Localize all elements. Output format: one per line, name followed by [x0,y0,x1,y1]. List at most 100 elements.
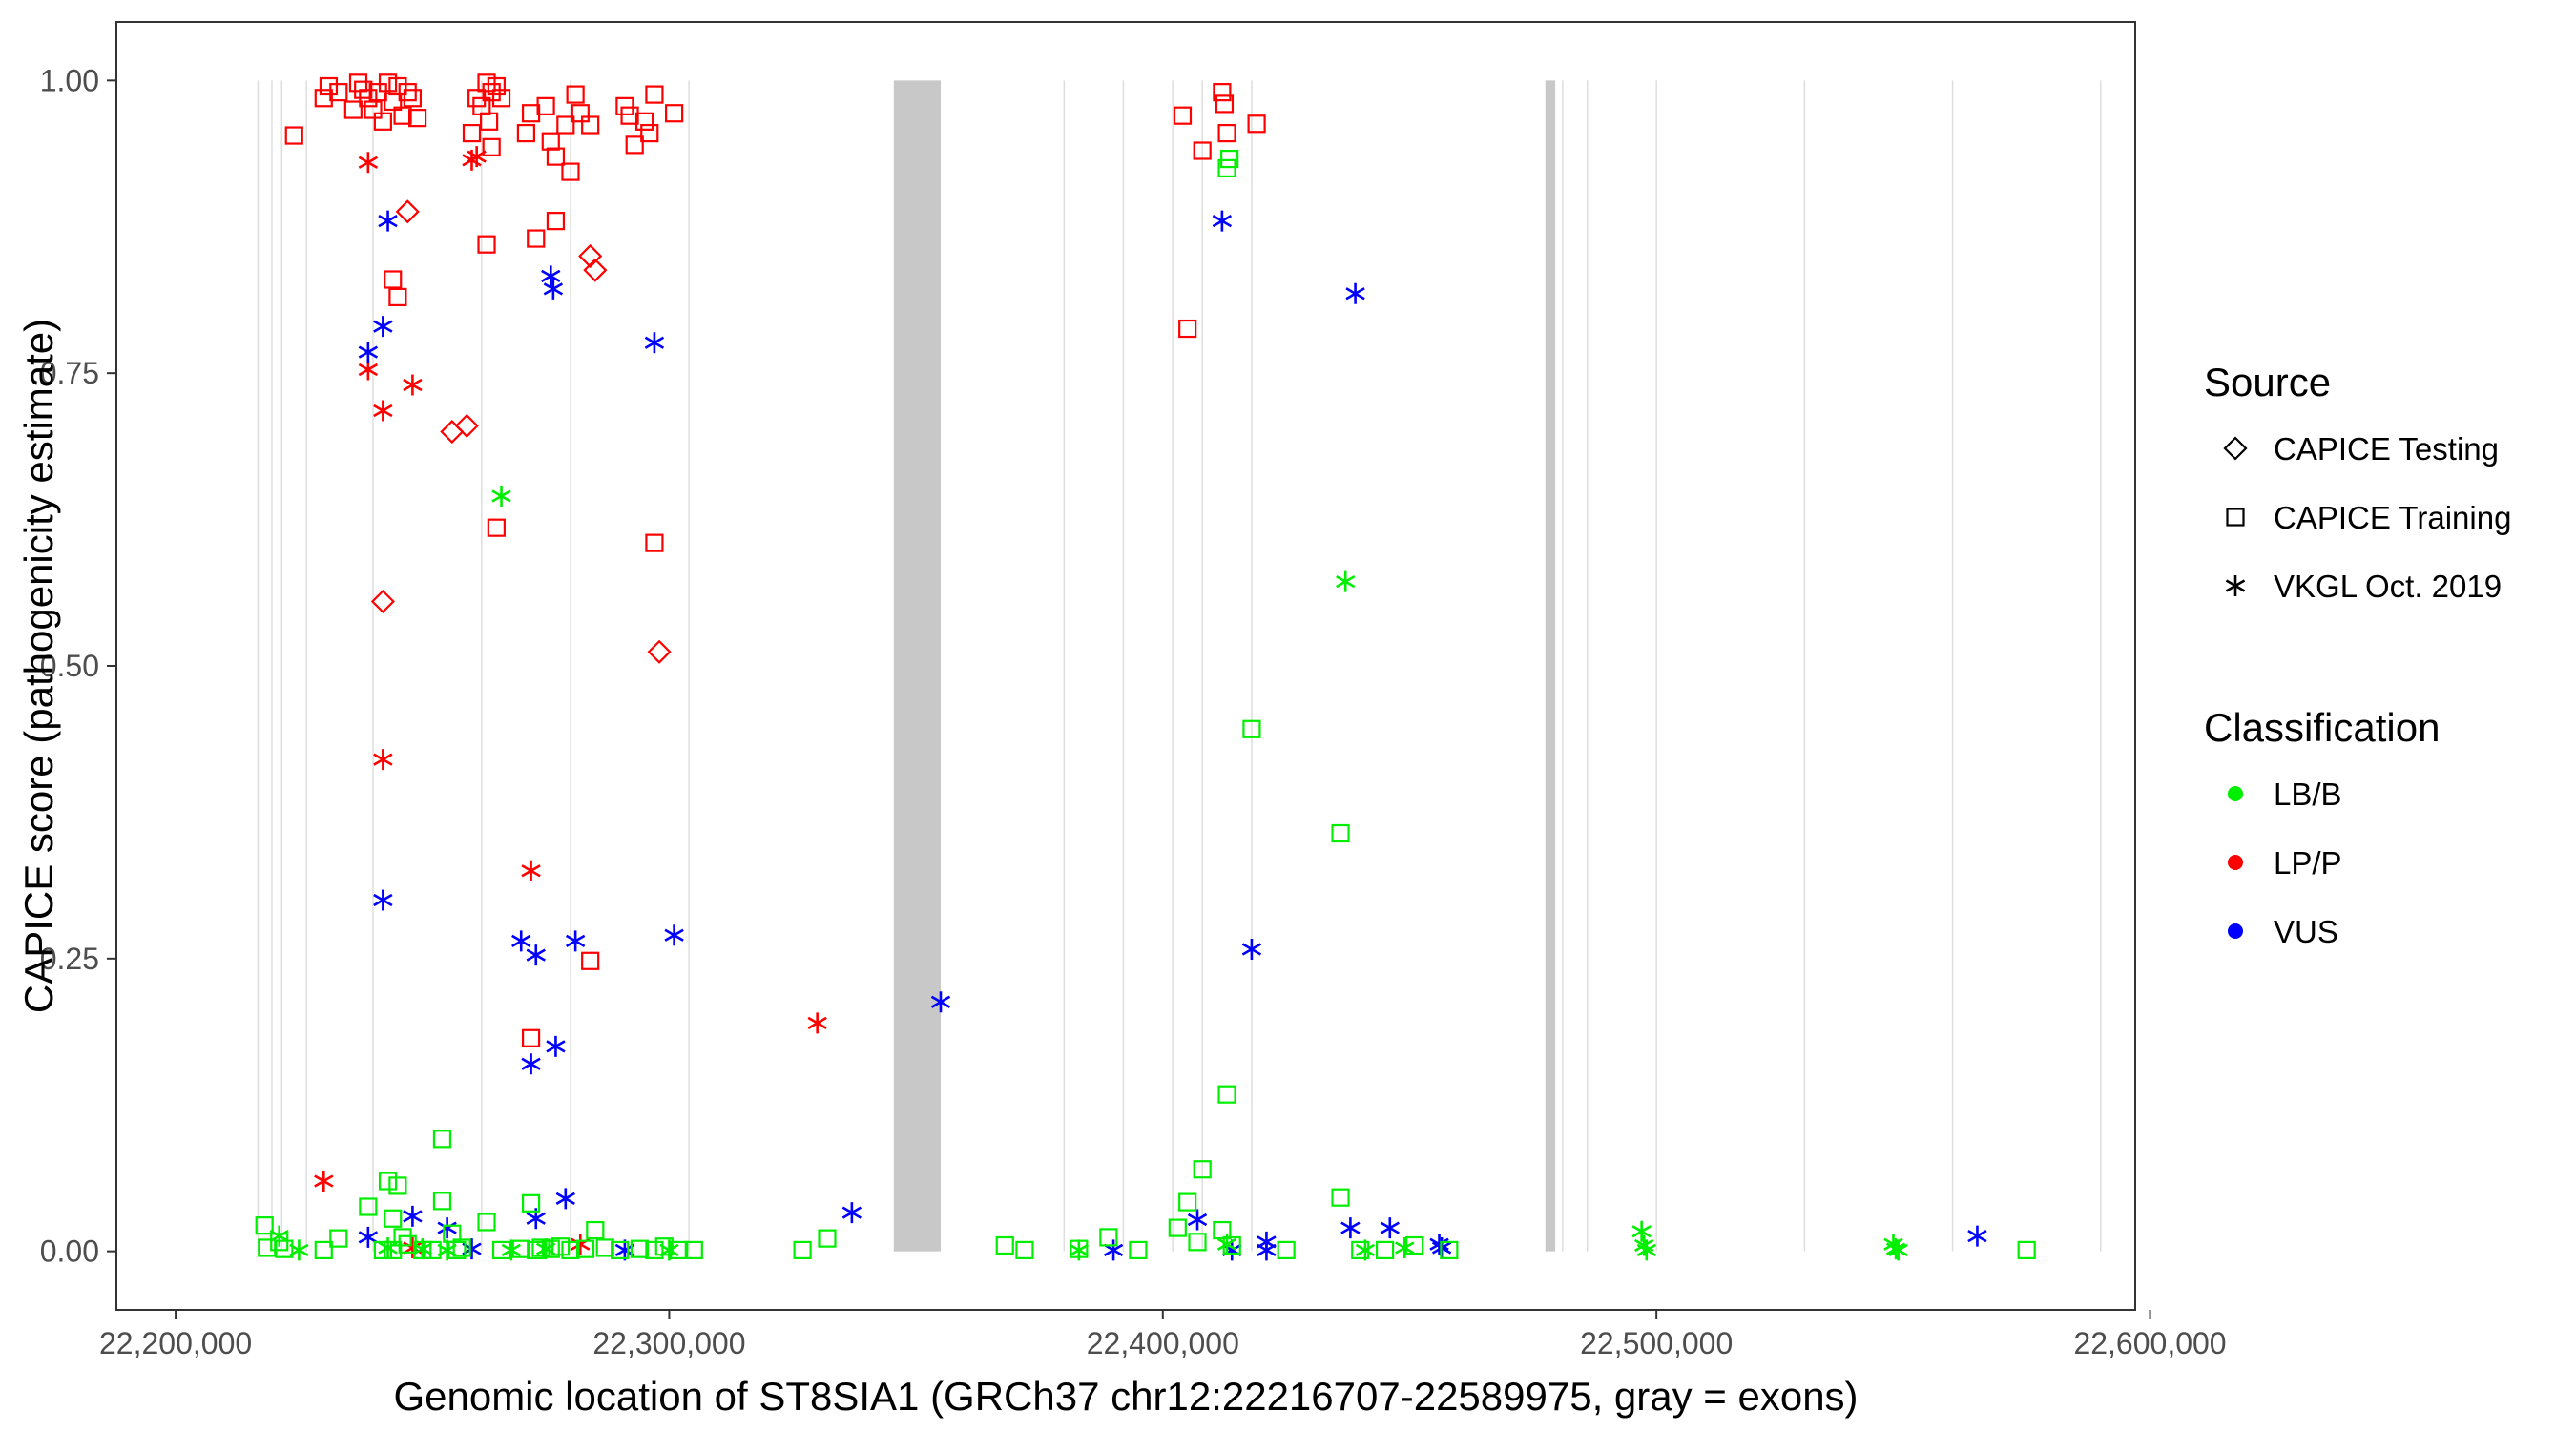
data-point-1-43 [665,104,684,123]
data-point-5-36 [654,1237,674,1256]
data-point-5-26 [531,1238,551,1257]
data-point-5-24 [521,1193,541,1213]
x-tick-label-4: 22,600,000 [2073,1326,2226,1360]
data-point-5-62 [1217,158,1236,178]
data-point-5-21 [477,1213,496,1232]
data-point-1-58 [1247,114,1266,134]
legend-key-square [2226,508,2245,527]
x-tick-label-2: 22,400,000 [1087,1326,1239,1360]
series-diamond-lpp [370,199,672,664]
data-point-1-16 [403,89,423,108]
data-point-2-5 [403,374,423,396]
data-point-5-39 [793,1240,812,1260]
data-point-1-15 [398,83,417,102]
data-point-1-41 [640,123,659,143]
data-point-1-45 [388,287,407,307]
legend-label-lpp: LP/P [2274,845,2342,881]
data-point-3-12 [664,924,684,946]
data-point-3-19 [841,1202,862,1224]
data-point-5-19 [447,1240,467,1260]
data-point-1-59 [1178,319,1197,339]
data-point-1-57 [1217,123,1236,143]
data-point-0-6 [647,639,672,664]
data-point-1-18 [462,123,482,143]
data-point-2-8 [807,1012,827,1034]
data-point-5-20 [452,1238,471,1257]
y-axis-title: CAPICE score (pathogenicity estimate) [16,319,61,1013]
data-point-1-39 [625,135,644,155]
data-point-5-5 [329,1229,348,1248]
data-point-2-9 [314,1171,334,1192]
data-point-1-7 [359,89,378,108]
data-point-1-26 [482,137,501,156]
legend-title-source: Source [2204,360,2331,404]
legend-label-asterisk: VKGL Oct. 2019 [2274,569,2502,604]
data-point-5-58 [1376,1240,1395,1260]
data-point-5-9 [384,1209,403,1228]
data-point-5-61 [2017,1240,2036,1260]
data-point-1-14 [393,106,412,125]
data-point-5-33 [611,1240,630,1260]
data-point-5-12 [398,1234,417,1254]
data-point-3-3 [644,332,665,354]
legend-source-entries: CAPICE Testing CAPICE Training VKGL Oct. 2… [2223,431,2511,604]
data-point-1-53 [1173,106,1193,125]
data-point-1-27 [516,123,536,143]
data-point-3-32 [1429,1234,1449,1255]
data-point-2-4 [373,400,393,422]
data-point-3-10 [526,944,546,966]
data-point-5-44 [1099,1228,1118,1247]
data-point-5-56 [1277,1240,1296,1260]
data-point-5-59 [1405,1235,1424,1255]
y-tick-label-0: 0.00 [40,1234,99,1269]
data-point-5-31 [586,1220,605,1240]
legend-key-vus [2228,923,2243,939]
data-point-1-4 [343,100,363,119]
data-point-3-34 [1967,1225,1987,1247]
data-point-3-1 [541,265,561,287]
data-point-3-30 [1340,1217,1361,1239]
data-point-2-7 [521,860,541,881]
data-point-3-29 [1257,1239,1277,1261]
data-point-1-49 [487,518,506,537]
data-point-1-17 [407,109,427,128]
x-axis-title: Genomic location of ST8SIA1 (GRCh37 chr1… [393,1374,1858,1419]
data-point-0-1 [578,243,603,269]
y-tick-label-3: 0.75 [40,356,99,390]
data-point-1-0 [284,126,303,145]
data-point-5-30 [575,1239,595,1258]
exon-band-1 [1545,80,1556,1252]
data-point-3-6 [1212,210,1233,232]
data-point-0-4 [454,413,479,438]
data-point-5-0 [255,1216,274,1235]
data-point-2-2 [467,146,487,168]
data-point-5-25 [527,1240,546,1260]
data-point-1-8 [364,100,383,119]
data-point-3-4 [373,316,393,338]
data-point-5-50 [1213,1220,1232,1240]
data-point-1-3 [329,83,348,102]
data-point-1-56 [1215,94,1235,114]
data-point-1-50 [645,533,664,552]
legend-label-lbb: LB/B [2274,777,2342,812]
legend-key-lpp [2228,855,2243,870]
data-point-5-34 [630,1239,650,1258]
data-point-1-38 [620,106,639,125]
data-point-5-22 [491,1240,511,1260]
data-point-5-48 [1188,1233,1207,1252]
data-point-1-33 [566,85,585,104]
data-point-5-35 [645,1240,664,1260]
data-point-5-27 [541,1239,560,1258]
data-point-1-36 [561,162,580,181]
data-point-2-6 [373,749,393,771]
data-point-5-46 [1168,1218,1187,1237]
legend: Source CAPICE Testing CAPICE Training VKGL… [2204,360,2511,949]
data-point-3-5 [358,342,379,363]
data-point-1-5 [348,73,368,93]
legend-key-asterisk [2225,575,2246,596]
data-point-5-41 [995,1235,1014,1255]
data-point-1-48 [546,212,566,231]
data-point-3-14 [1241,939,1262,960]
data-point-5-23 [511,1239,530,1258]
